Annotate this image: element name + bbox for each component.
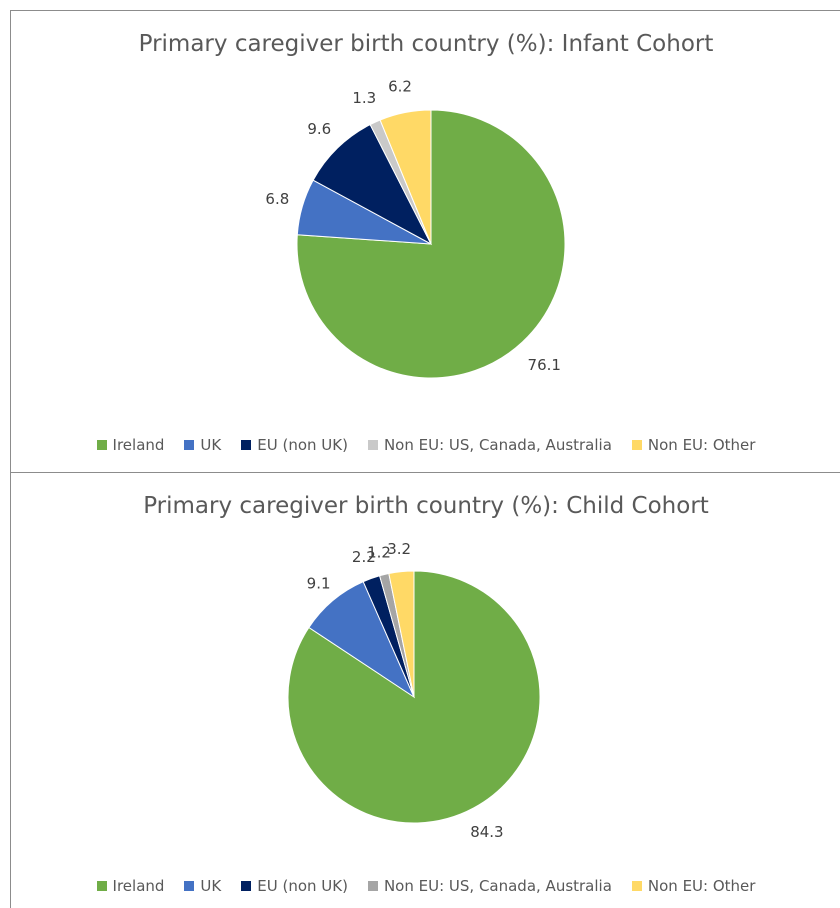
chart-panel-infant: Primary caregiver birth country (%): Inf…: [10, 10, 840, 473]
legend-swatch: [631, 440, 642, 450]
legend-swatch: [184, 440, 195, 450]
pie-slice-non-eu-other: [388, 570, 415, 698]
pie-slice-non-eu-other: [379, 109, 432, 245]
legend-item-ireland: Ireland: [96, 877, 165, 895]
data-label-non-eu-other: 6.2: [388, 78, 412, 96]
legend-label: Non EU: Other: [647, 436, 756, 454]
legend-label: UK: [200, 877, 222, 895]
chart-legend: Ireland UK EU (non UK) Non EU: US, Canada, …: [11, 877, 840, 895]
legend-swatch: [96, 440, 107, 450]
legend-item-non-eu-us-canada-australia: Non EU: US, Canada, Australia: [367, 877, 612, 895]
legend-label: Non EU: Other: [647, 877, 756, 895]
pie-chart-child: 84.3 9.1 2.21.23.2: [287, 540, 541, 841]
data-label-ireland: 84.3: [470, 823, 503, 841]
pie-slice-eu-non-uk: [312, 123, 433, 246]
data-label-non-eu-other: 3.2: [387, 540, 411, 558]
legend-swatch: [241, 881, 252, 891]
data-label-eu-non-uk: 9.6: [307, 120, 331, 138]
legend-label: Non EU: US, Canada, Australia: [383, 877, 612, 895]
legend-swatch: [631, 881, 642, 891]
chart-title: Primary caregiver birth country (%): Chi…: [143, 493, 709, 519]
legend-label: EU (non UK): [257, 877, 348, 895]
legend-swatch: [367, 881, 378, 891]
legend-item-ireland: Ireland: [96, 436, 165, 454]
chart-panel-child: Primary caregiver birth country (%): Chi…: [10, 473, 840, 908]
legend-label: Ireland: [112, 877, 165, 895]
legend-label: UK: [200, 436, 222, 454]
legend-item-eu-non-uk: EU (non UK): [241, 436, 348, 454]
data-label-ireland: 76.1: [528, 356, 561, 374]
legend-item-non-eu-other: Non EU: Other: [631, 436, 756, 454]
data-label-non-eu-us-canada-australia: 1.2: [367, 544, 391, 562]
legend-item-eu-non-uk: EU (non UK): [241, 877, 348, 895]
data-label-non-eu-us-canada-australia: 1.3: [352, 89, 376, 107]
data-label-uk: 6.8: [265, 190, 289, 208]
legend-label: Ireland: [112, 436, 165, 454]
legend-swatch: [367, 440, 378, 450]
data-label-eu-non-uk: 2.2: [352, 548, 376, 566]
data-label-uk: 9.1: [307, 574, 331, 592]
legend-swatch: [241, 440, 252, 450]
legend-swatch: [184, 881, 195, 891]
legend-label: EU (non UK): [257, 436, 348, 454]
pie-chart-infant: 76.1 6.8 9.6 1.3 6.2: [265, 78, 566, 379]
legend-item-non-eu-other: Non EU: Other: [631, 877, 756, 895]
chart-title: Primary caregiver birth country (%): Inf…: [138, 31, 714, 57]
legend-swatch: [96, 881, 107, 891]
chart-legend: Ireland UK EU (non UK) Non EU: US, Canada, …: [11, 436, 840, 454]
legend-label: Non EU: US, Canada, Australia: [383, 436, 612, 454]
legend-item-non-eu-us-canada-australia: Non EU: US, Canada, Australia: [367, 436, 612, 454]
legend-item-uk: UK: [184, 877, 221, 895]
legend-item-uk: UK: [184, 436, 221, 454]
pie-slice-ireland: [287, 570, 541, 824]
